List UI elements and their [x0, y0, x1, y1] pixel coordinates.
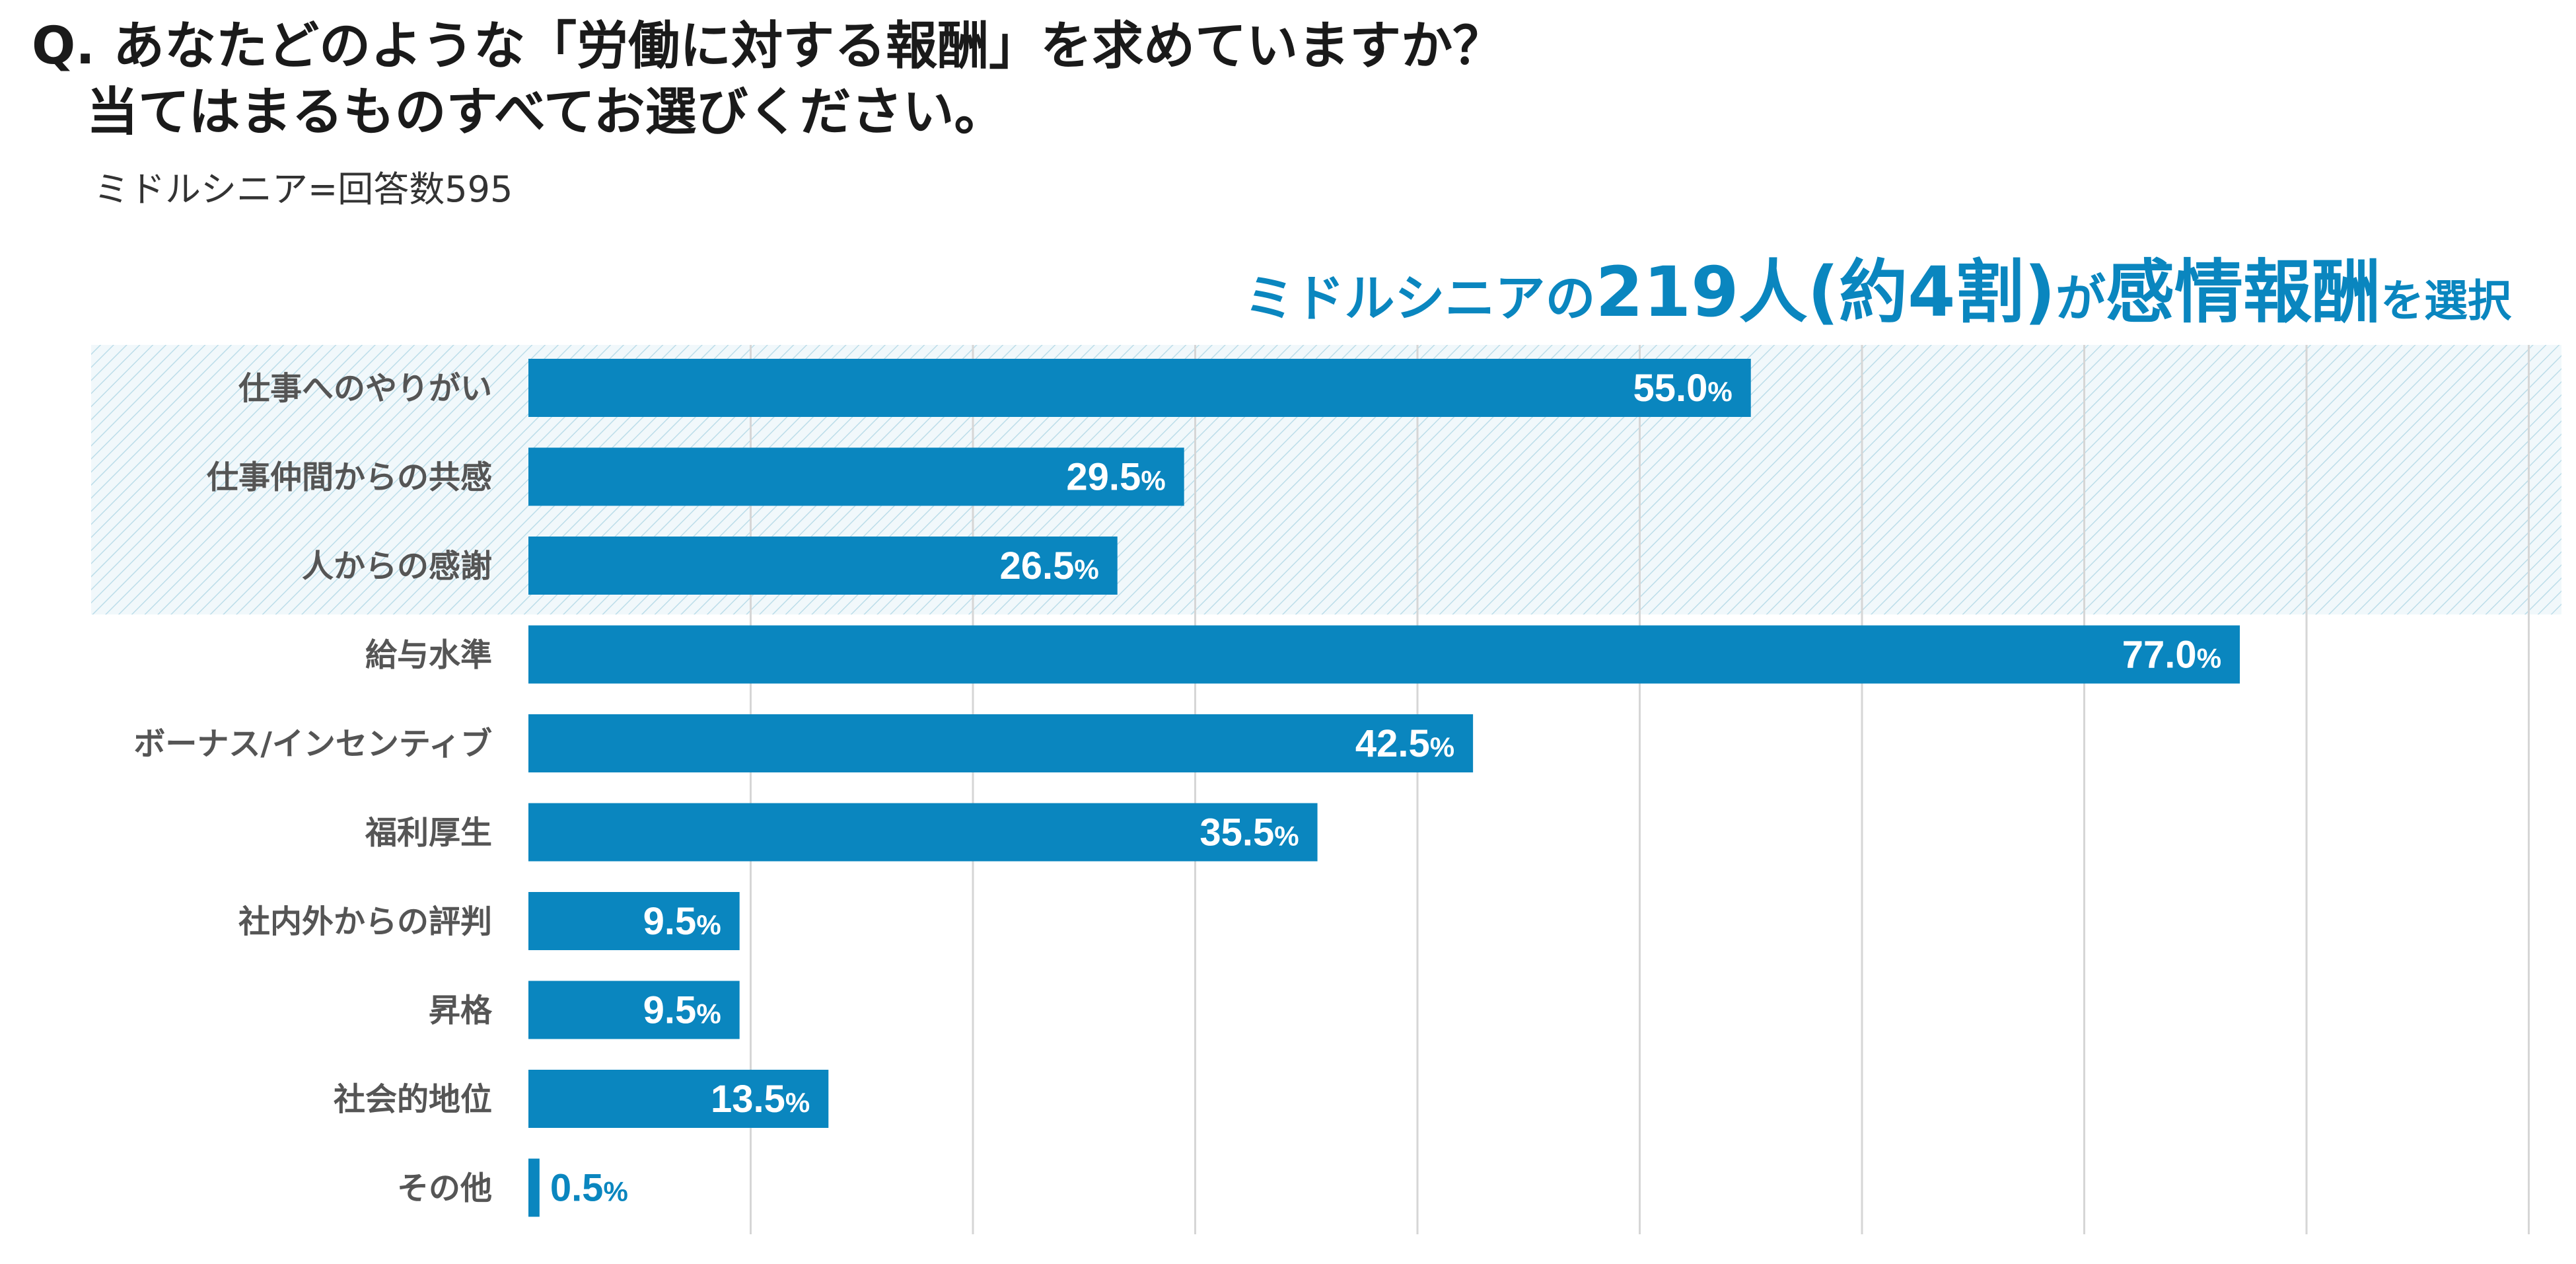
bar: [528, 981, 740, 1039]
callout-highlight: 感情報酬: [2105, 252, 2380, 332]
category-label: 仕事へのやりがい: [238, 370, 492, 407]
value-label: 35.5%: [1199, 811, 1299, 854]
value-label: 29.5%: [1066, 456, 1165, 499]
category-label: 社会的地位: [334, 1081, 492, 1118]
value-label: 77.0%: [2122, 634, 2221, 677]
bar: [528, 1158, 540, 1217]
value-label: 9.5%: [643, 900, 721, 943]
bar: [528, 447, 1184, 506]
question-title: Q. あなたどのような「労働に対する報酬」を求めていますか？ 当てはまるものすべ…: [32, 13, 1504, 145]
value-label: 13.5%: [711, 1078, 810, 1121]
value-label: 9.5%: [643, 989, 721, 1032]
category-label: 社内外からの評判: [238, 903, 492, 940]
value-label: 26.5%: [999, 544, 1098, 587]
category-label: 給与水準: [365, 637, 492, 674]
bar: [528, 714, 1474, 772]
value-label: 0.5%: [550, 1167, 628, 1210]
value-label: 42.5%: [1355, 722, 1454, 765]
bar: [528, 537, 1118, 595]
bar: [528, 803, 1318, 862]
question-line-1: Q. あなたどのような「労働に対する報酬」を求めていますか？: [32, 17, 1505, 76]
category-label: ボーナス/インセンティブ: [133, 725, 492, 762]
bars: [528, 359, 2240, 1217]
category-label: 仕事仲間からの共感: [207, 459, 492, 496]
callout-headline: ミドルシニアの219人(約4割)が感情報酬を選択: [1244, 246, 2511, 359]
bar: [528, 1070, 829, 1128]
question-line-2: 当てはまるものすべてお選びください。: [87, 83, 1006, 142]
callout-prefix: ミドルシニアの: [1244, 269, 1596, 328]
bar: [528, 892, 740, 950]
callout-middle: が: [2055, 269, 2106, 328]
sample-size-note: ミドルシニア=回答数595: [94, 168, 513, 210]
value-labels: 55.0% 29.5% 26.5% 77.0% 42.5% 35.5% 9.5% 9.5% 13…: [550, 367, 2221, 1210]
value-label: 55.0%: [1633, 367, 1733, 410]
bar: [528, 625, 2240, 684]
category-label: 昇格: [429, 992, 493, 1029]
callout-ratio: (約4割): [1807, 252, 2056, 332]
callout-suffix: を選択: [2380, 276, 2511, 326]
callout-count: 219人: [1595, 252, 1808, 332]
category-label: 人からの感謝: [302, 548, 492, 585]
bar: [528, 359, 1751, 417]
category-label: 福利厚生: [365, 815, 492, 852]
category-labels: 仕事へのやりがい仕事仲間からの共感人からの感謝給与水準ボーナス/インセンティブ福…: [133, 370, 493, 1207]
category-label: その他: [397, 1170, 492, 1207]
